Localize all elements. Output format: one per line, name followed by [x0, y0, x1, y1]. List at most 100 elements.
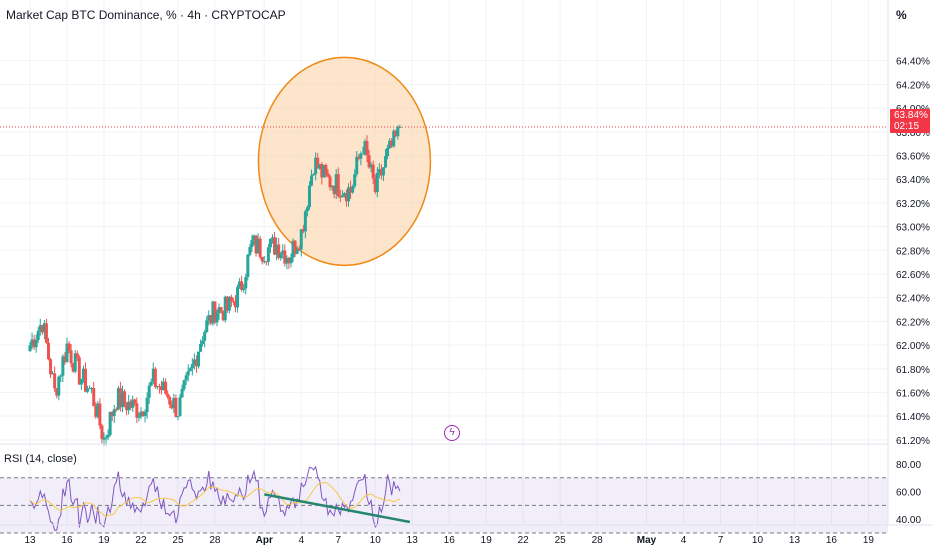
candle-body: [53, 373, 57, 389]
candle-body: [338, 195, 342, 198]
candle-body: [324, 164, 328, 174]
candle-body: [153, 368, 157, 388]
x-tick-label: 16: [826, 535, 838, 546]
candle-body: [347, 187, 351, 202]
candle-body: [139, 411, 143, 417]
candle-body: [133, 399, 137, 404]
candle-body: [61, 356, 65, 376]
y-tick-label: 61.60%: [896, 388, 930, 399]
candle-body: [38, 325, 42, 331]
candle-body: [215, 313, 219, 323]
candle-body: [293, 240, 297, 254]
candle-body: [332, 185, 336, 195]
candle-body: [213, 301, 217, 323]
candle-body: [307, 185, 311, 208]
bar-countdown: 02:15: [894, 121, 920, 132]
rsi-pane: [0, 465, 888, 534]
candle-body: [141, 411, 145, 416]
candle-body: [353, 174, 357, 187]
candle-body: [359, 153, 363, 159]
candle-body: [398, 127, 402, 129]
candle-body: [157, 386, 161, 388]
candle-body: [176, 416, 180, 418]
candle-body: [151, 368, 155, 382]
candle-body: [236, 287, 240, 308]
candle-body: [266, 247, 270, 262]
lightning-icon[interactable]: ϟ: [444, 425, 460, 441]
x-tick-label: 13: [789, 535, 801, 546]
candle-body: [28, 345, 32, 352]
x-tick-label: 16: [61, 535, 73, 546]
candle-body: [170, 404, 174, 409]
candle-body: [322, 164, 326, 178]
candle-body: [112, 409, 116, 417]
x-tick-label: Apr: [256, 535, 273, 546]
candle-body: [108, 411, 112, 436]
candle-body: [42, 323, 46, 333]
x-tick-label: 22: [135, 535, 147, 546]
candle-body: [83, 368, 87, 392]
y-tick-label: 63.00%: [896, 223, 930, 234]
candle-body: [178, 397, 182, 417]
candle-body: [65, 343, 69, 362]
candle-body: [116, 388, 120, 410]
y-tick-label: 63.80%: [896, 128, 930, 139]
candle-body: [100, 425, 104, 439]
candle-body: [110, 411, 114, 417]
x-tick-label: May: [637, 535, 657, 546]
candle-body: [186, 371, 190, 376]
candle-body: [301, 229, 305, 232]
last-price-value: 63.84%: [894, 110, 928, 121]
y-tick-label: 61.80%: [896, 365, 930, 376]
candle-body: [386, 147, 390, 157]
candle-body: [102, 438, 106, 440]
candle-body: [197, 351, 201, 367]
candle-body: [59, 375, 63, 377]
candle-body: [390, 140, 394, 147]
candle-body: [291, 240, 295, 258]
candle-body: [273, 237, 277, 255]
candle-body: [192, 359, 196, 365]
candle-body: [51, 373, 55, 375]
candle-body: [320, 164, 324, 178]
y-tick-label: 62.80%: [896, 246, 930, 257]
candle-body: [277, 244, 281, 258]
highlight-ellipse-shape: [257, 56, 432, 267]
candle-body: [256, 238, 260, 254]
candle-body: [221, 311, 225, 321]
candle-body: [244, 277, 248, 289]
candle-body: [44, 323, 48, 343]
y-tick-label: 63.20%: [896, 199, 930, 210]
candle-body: [114, 409, 118, 411]
y-tick-label: 64.20%: [896, 80, 930, 91]
x-tick-label: 7: [335, 535, 341, 546]
candle-body: [205, 320, 209, 333]
candle-body: [262, 261, 266, 263]
y-tick-label: 61.20%: [896, 436, 930, 447]
candle-body: [248, 247, 252, 255]
candlestick-series: [28, 124, 402, 446]
candle-body: [396, 127, 400, 137]
candle-body: [264, 261, 268, 263]
candle-body: [287, 257, 291, 264]
candle-body: [252, 235, 256, 241]
candle-body: [295, 249, 299, 254]
candle-body: [289, 257, 293, 264]
candle-body: [392, 130, 396, 147]
candle-body: [104, 437, 108, 439]
candle-body: [312, 174, 316, 176]
candle-body: [316, 157, 320, 169]
candle-body: [238, 281, 242, 288]
last-price-tag: 63.84% 02:15: [890, 109, 930, 133]
candle-body: [283, 250, 287, 264]
candle-body: [254, 235, 258, 254]
rsi-tick-label: 80.00: [896, 460, 921, 471]
candle-body: [88, 388, 92, 390]
candle-body: [355, 156, 359, 175]
candle-body: [120, 391, 124, 408]
candle-body: [203, 332, 207, 341]
x-tick-label: 4: [298, 535, 304, 546]
candle-body: [184, 375, 188, 381]
x-tick-label: 4: [681, 535, 687, 546]
